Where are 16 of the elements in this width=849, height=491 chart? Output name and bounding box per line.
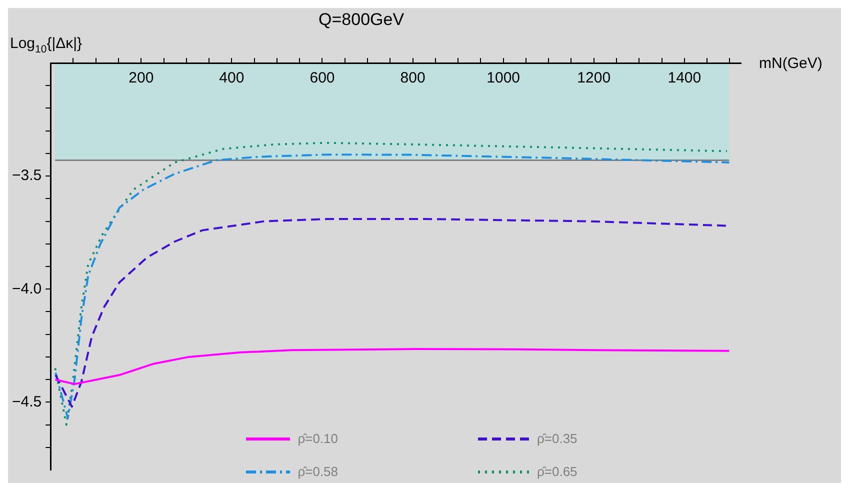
x-tick-label: 1200 xyxy=(577,70,611,87)
x-tick-label: 200 xyxy=(128,70,154,87)
chart-title: Q=800GeV xyxy=(318,10,405,29)
x-tick-label: 400 xyxy=(219,70,244,87)
x-tick-label: 600 xyxy=(310,70,335,87)
legend-label: ρ̂=0.35 xyxy=(537,431,578,446)
legend-label: ρ̂=0.10 xyxy=(298,431,338,446)
legend-label: ρ̂=0.58 xyxy=(298,464,338,479)
y-tick-label: −4.5 xyxy=(12,393,42,410)
legend-label: ρ̂=0.65 xyxy=(537,464,578,479)
y-tick-label: −4.0 xyxy=(12,280,42,298)
y-tick-label: −3.5 xyxy=(12,167,42,184)
x-tick-label: 800 xyxy=(400,70,426,87)
x-tick-label: 1400 xyxy=(668,70,702,87)
x-axis-title: mN(GeV) xyxy=(759,55,822,72)
x-tick-label: 1000 xyxy=(486,70,520,87)
